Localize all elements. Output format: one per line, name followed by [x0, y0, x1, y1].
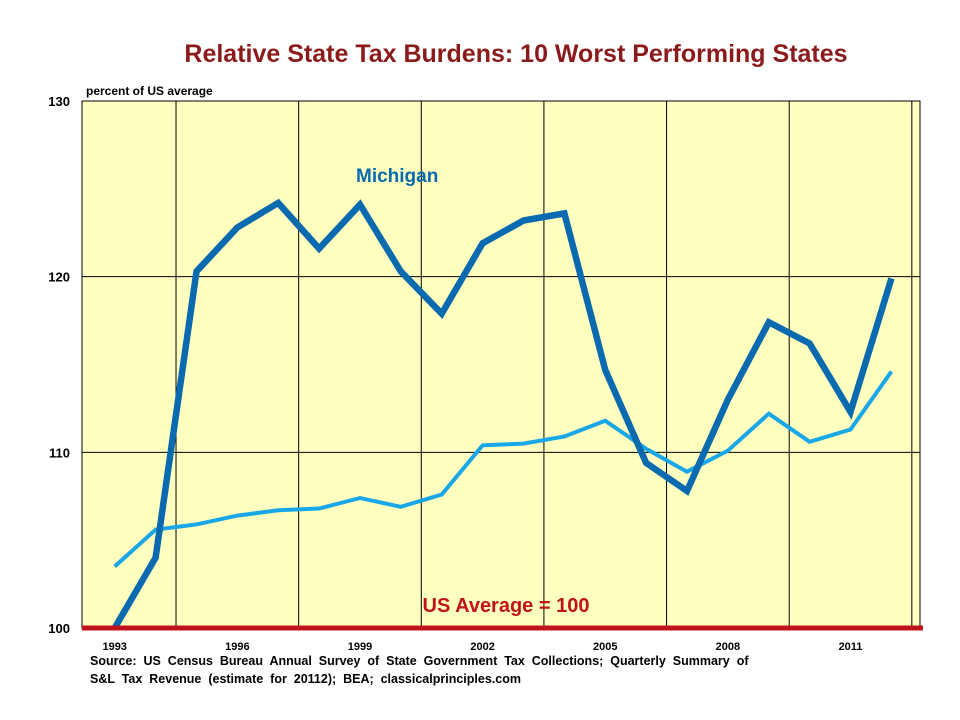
- source-note-line-2: S&L Tax Revenue (estimate for 20112); BE…: [90, 672, 521, 686]
- y-tick-100: 100: [48, 621, 70, 636]
- x-tick-2008: 2008: [716, 641, 740, 653]
- us-average-label: US Average = 100: [423, 595, 590, 617]
- source-note-line-1: Source: US Census Bureau Annual Survey o…: [90, 654, 749, 668]
- chart-title: Relative State Tax Burdens: 10 Worst Per…: [184, 40, 847, 68]
- x-tick-2011: 2011: [839, 641, 863, 653]
- x-tick-1996: 1996: [225, 641, 249, 653]
- y-tick-130: 130: [48, 94, 70, 109]
- plot-area: [82, 101, 920, 628]
- y-tick-120: 120: [48, 270, 70, 285]
- series-label-michigan: Michigan: [356, 166, 438, 187]
- series-line-michigan: [111, 198, 895, 630]
- series-line-1: [113, 370, 894, 568]
- x-tick-2005: 2005: [593, 641, 617, 653]
- x-tick-1993: 1993: [102, 641, 126, 653]
- x-tick-labels: 1993 1996 1999 2002 2005 2008 2011: [102, 641, 862, 653]
- y-tick-110: 110: [49, 445, 70, 460]
- grid-lines: [81, 100, 921, 629]
- series-labels: Michigan: [356, 166, 438, 187]
- y-tick-labels: 100 110 120 130: [48, 94, 70, 636]
- x-tick-1999: 1999: [348, 641, 372, 653]
- y-axis-label: percent of US average: [86, 84, 213, 98]
- us-average-reference: US Average = 100: [82, 595, 923, 631]
- series-lines: [111, 198, 895, 630]
- x-tick-2002: 2002: [470, 641, 494, 653]
